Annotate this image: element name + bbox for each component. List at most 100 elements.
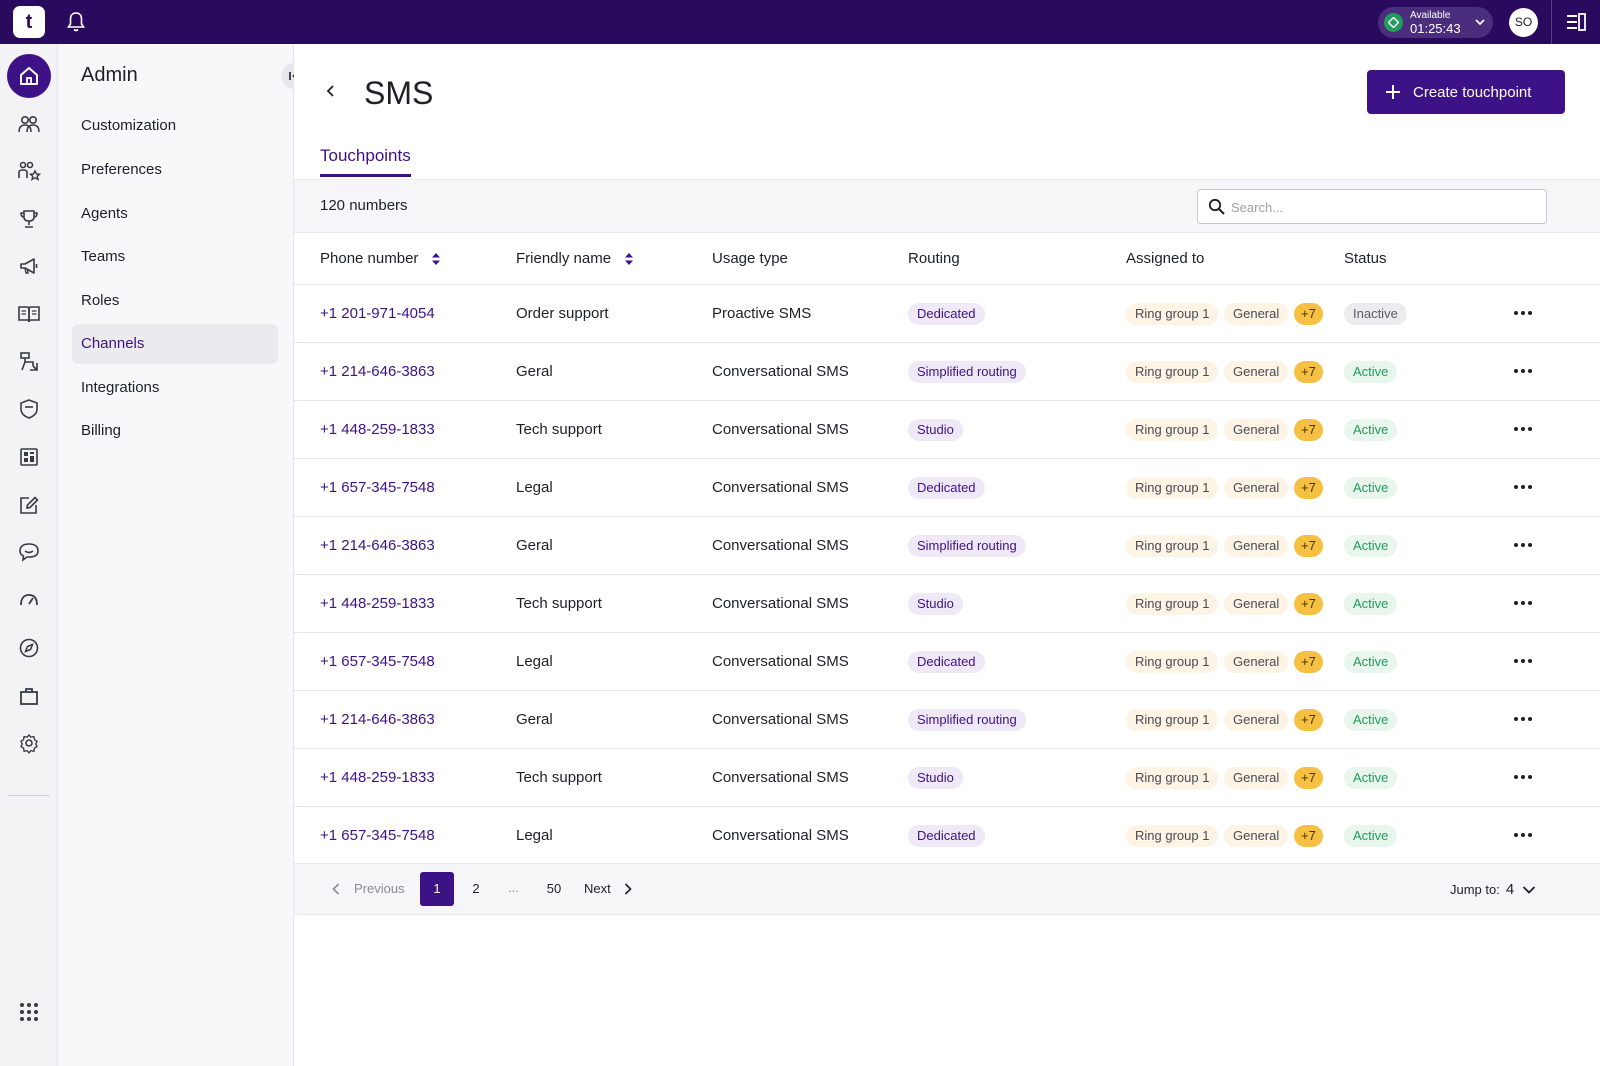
sidebar-item-agents[interactable]: Agents (81, 205, 128, 222)
table-row[interactable]: +1 657-345-7548 Legal Conversational SMS… (294, 459, 1600, 517)
page-button-1[interactable]: 1 (420, 872, 454, 906)
next-page-button[interactable]: Next (584, 881, 632, 896)
phone-number-link[interactable]: +1 657-345-7548 (320, 653, 435, 670)
back-arrow-icon[interactable] (324, 84, 338, 103)
more-actions-icon[interactable] (1514, 369, 1532, 373)
megaphone-icon[interactable] (7, 244, 51, 288)
settings-icon[interactable] (7, 721, 51, 765)
shield-icon[interactable] (7, 387, 51, 431)
table-row[interactable]: +1 214-646-3863 Geral Conversational SMS… (294, 691, 1600, 749)
ring-group-tag: Ring group 1 (1126, 361, 1219, 383)
general-tag: General (1224, 477, 1289, 499)
more-actions-icon[interactable] (1514, 833, 1532, 837)
tab-touchpoints[interactable]: Touchpoints (320, 146, 411, 177)
table-row[interactable]: +1 214-646-3863 Geral Conversational SMS… (294, 343, 1600, 401)
chat-icon[interactable] (7, 530, 51, 574)
more-actions-icon[interactable] (1514, 659, 1532, 663)
phone-number-link[interactable]: +1 448-259-1833 (320, 421, 435, 438)
agents-ranking-icon[interactable] (7, 149, 51, 193)
search-icon (1208, 198, 1225, 215)
edit-icon[interactable] (7, 483, 51, 527)
panel-toggle-icon[interactable] (1565, 11, 1587, 38)
sidebar-item-billing[interactable]: Billing (81, 422, 122, 439)
sidebar-item-teams[interactable]: Teams (81, 248, 126, 265)
more-actions-icon[interactable] (1514, 427, 1532, 431)
more-assignees-badge[interactable]: +7 (1294, 361, 1323, 383)
ring-group-tag: Ring group 1 (1126, 767, 1219, 789)
top-bar: t Available 01:25:43 SO (0, 0, 1600, 44)
briefcase-icon[interactable] (7, 674, 51, 718)
table-row[interactable]: +1 657-345-7548 Legal Conversational SMS… (294, 807, 1600, 865)
more-assignees-badge[interactable]: +7 (1294, 419, 1323, 441)
sidebar-item-roles[interactable]: Roles (81, 292, 120, 309)
more-assignees-badge[interactable]: +7 (1294, 709, 1323, 731)
dashboard-icon[interactable] (7, 435, 51, 479)
general-tag: General (1224, 361, 1289, 383)
more-assignees-badge[interactable]: +7 (1294, 767, 1323, 789)
more-assignees-badge[interactable]: +7 (1294, 825, 1323, 847)
chevron-right-icon (624, 882, 632, 895)
page-button-2[interactable]: 2 (472, 881, 480, 896)
table-row[interactable]: +1 448-259-1833 Tech support Conversatio… (294, 575, 1600, 633)
create-touchpoint-button[interactable]: Create touchpoint (1367, 70, 1565, 114)
phone-number-link[interactable]: +1 657-345-7548 (320, 827, 435, 844)
column-label: Status (1344, 250, 1387, 267)
phone-number-link[interactable]: +1 214-646-3863 (320, 363, 435, 380)
more-assignees-badge[interactable]: +7 (1294, 593, 1323, 615)
table-row[interactable]: +1 201-971-4054 Order support Proactive … (294, 285, 1600, 343)
table-row[interactable]: +1 657-345-7548 Legal Conversational SMS… (294, 633, 1600, 691)
column-header-phone[interactable]: Phone number (320, 250, 441, 267)
table-body: +1 201-971-4054 Order support Proactive … (294, 285, 1600, 865)
phone-number-link[interactable]: +1 214-646-3863 (320, 711, 435, 728)
search-input[interactable] (1231, 197, 1531, 217)
sidebar-item-channels[interactable]: Channels (72, 324, 278, 364)
column-label: Assigned to (1126, 250, 1205, 267)
app-logo[interactable]: t (13, 6, 45, 38)
compass-icon[interactable] (7, 626, 51, 670)
page-button-50[interactable]: 50 (546, 881, 562, 896)
more-actions-icon[interactable] (1514, 485, 1532, 489)
column-label: Usage type (712, 250, 788, 267)
phone-number-link[interactable]: +1 448-259-1833 (320, 595, 435, 612)
ring-group-tag: Ring group 1 (1126, 419, 1219, 441)
table-row[interactable]: +1 448-259-1833 Tech support Conversatio… (294, 749, 1600, 807)
trophy-icon[interactable] (7, 197, 51, 241)
previous-page-button[interactable]: Previous (332, 881, 405, 896)
notification-bell-icon[interactable] (66, 11, 88, 33)
more-assignees-badge[interactable]: +7 (1294, 477, 1323, 499)
more-assignees-badge[interactable]: +7 (1294, 651, 1323, 673)
phone-number-link[interactable]: +1 657-345-7548 (320, 479, 435, 496)
pagination: Previous 1 2 ... 50 Next Jump to: 4 (294, 863, 1600, 915)
column-header-friendly-name[interactable]: Friendly name (516, 250, 634, 267)
speedometer-icon[interactable] (7, 578, 51, 622)
sidebar-item-customization[interactable]: Customization (81, 117, 177, 134)
book-icon[interactable] (7, 292, 51, 336)
more-actions-icon[interactable] (1514, 543, 1532, 547)
more-actions-icon[interactable] (1514, 311, 1532, 315)
contacts-icon[interactable] (7, 102, 51, 146)
more-assignees-badge[interactable]: +7 (1294, 303, 1323, 325)
availability-status-dropdown[interactable]: Available 01:25:43 (1378, 7, 1493, 38)
friendly-name: Tech support (516, 595, 602, 612)
more-actions-icon[interactable] (1514, 601, 1532, 605)
sidebar-item-integrations[interactable]: Integrations (81, 379, 160, 396)
table-row[interactable]: +1 214-646-3863 Geral Conversational SMS… (294, 517, 1600, 575)
workflow-icon[interactable] (7, 340, 51, 384)
column-label: Routing (908, 250, 960, 267)
more-actions-icon[interactable] (1514, 775, 1532, 779)
phone-number-link[interactable]: +1 201-971-4054 (320, 305, 435, 322)
status-badge: Active (1344, 825, 1398, 847)
sidebar-item-preferences[interactable]: Preferences (81, 161, 162, 178)
usage-type: Conversational SMS (712, 363, 849, 380)
home-icon[interactable] (7, 54, 51, 98)
phone-number-link[interactable]: +1 214-646-3863 (320, 537, 435, 554)
more-actions-icon[interactable] (1514, 717, 1532, 721)
phone-number-link[interactable]: +1 448-259-1833 (320, 769, 435, 786)
more-assignees-badge[interactable]: +7 (1294, 535, 1323, 557)
general-tag: General (1224, 535, 1289, 557)
apps-grid-icon[interactable] (7, 990, 51, 1034)
table-row[interactable]: +1 448-259-1833 Tech support Conversatio… (294, 401, 1600, 459)
usage-type: Conversational SMS (712, 769, 849, 786)
user-avatar[interactable]: SO (1509, 8, 1538, 37)
jump-to-page-select[interactable]: Jump to: 4 (1450, 881, 1536, 898)
